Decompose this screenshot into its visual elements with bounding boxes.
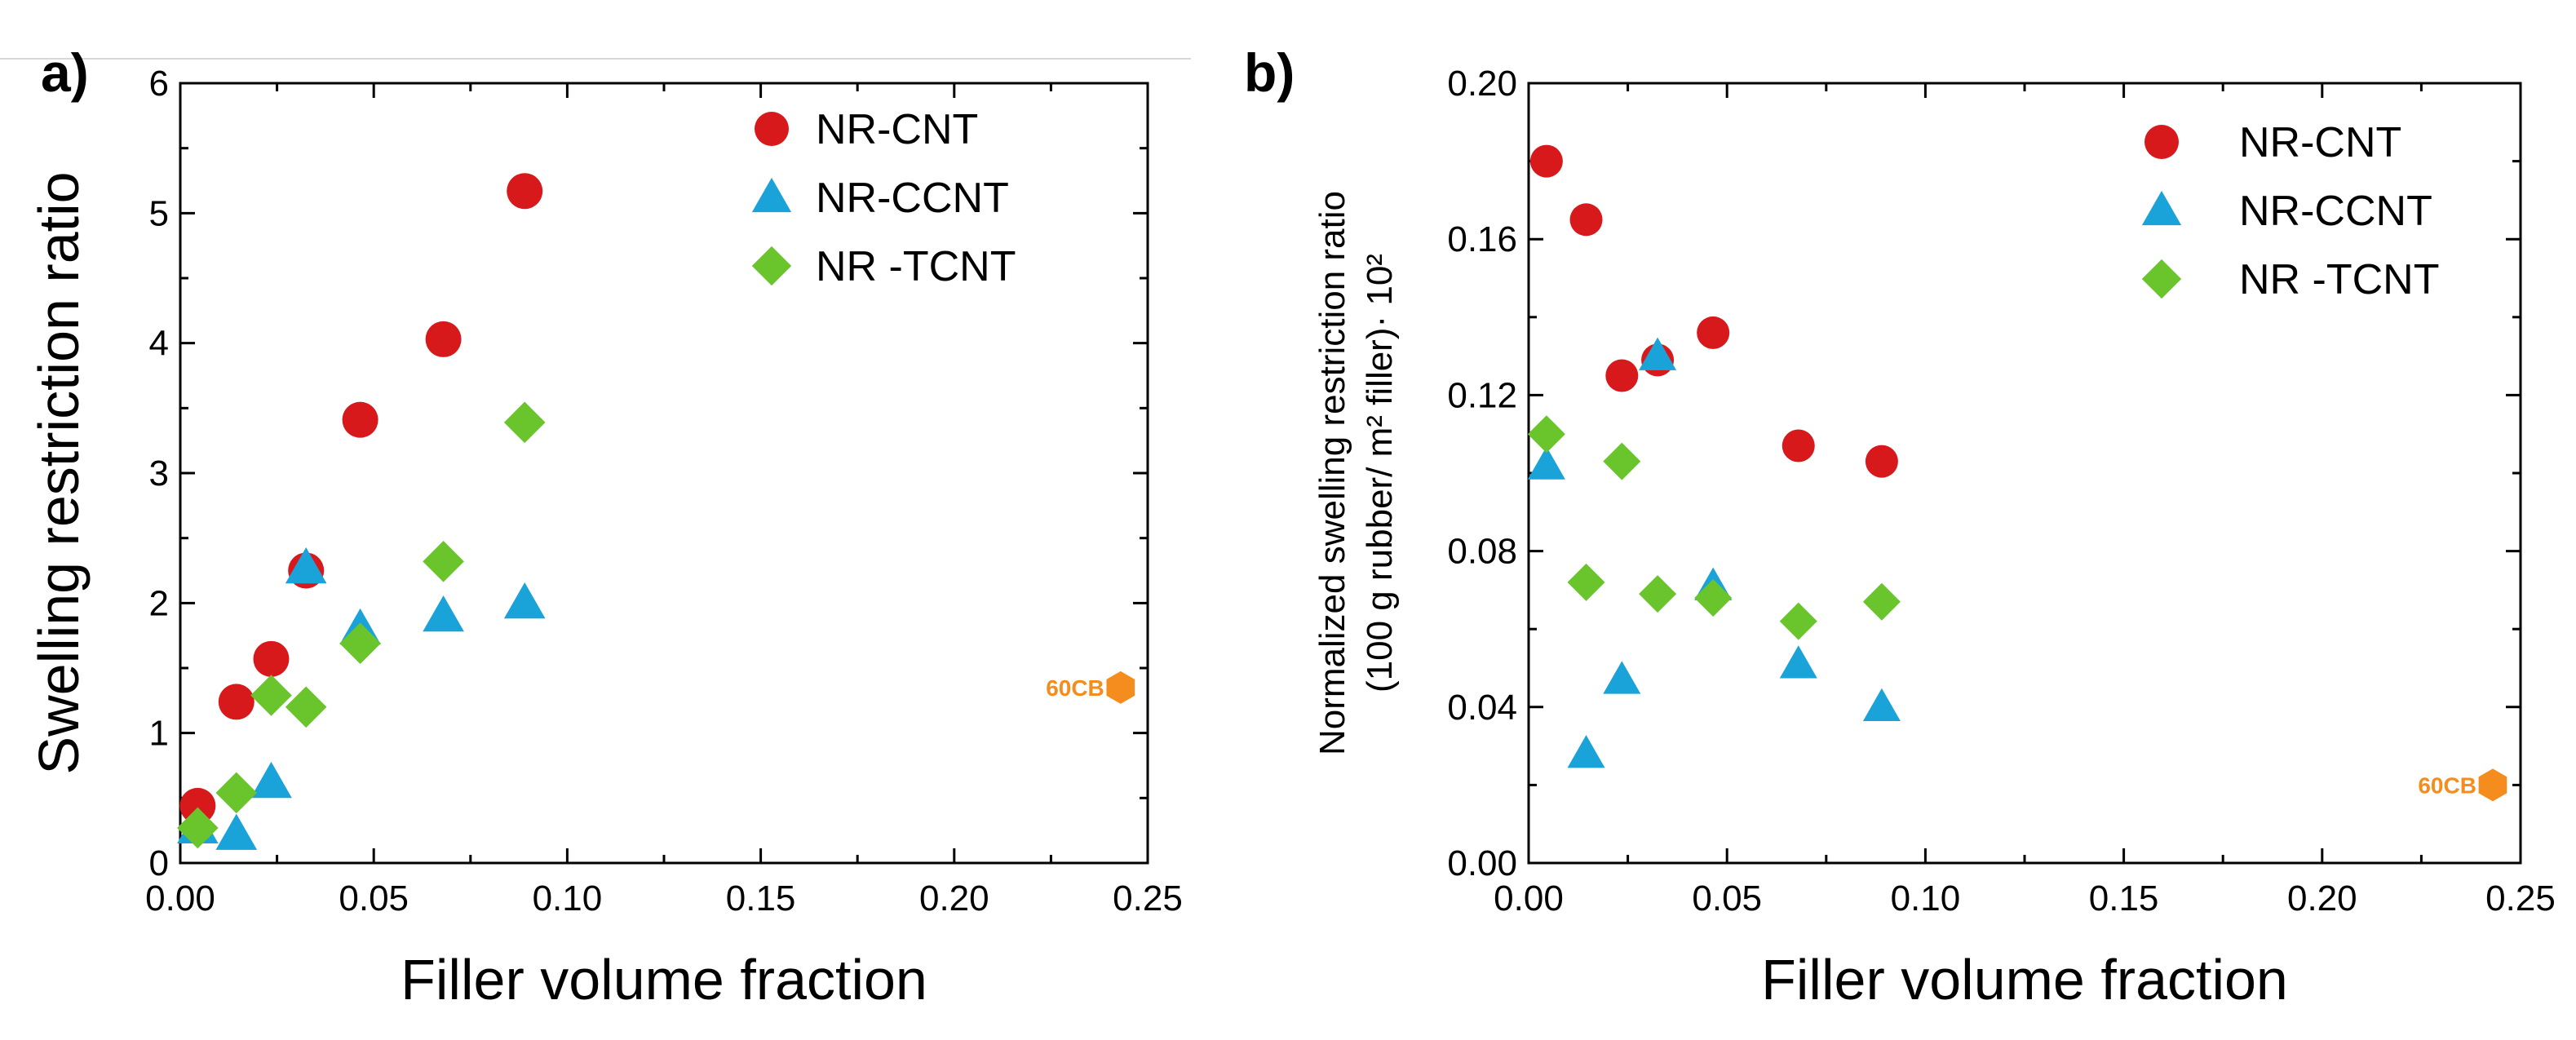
y-axis-title-units: (100 g rubber/ m² filler)· 10² (1360, 254, 1400, 693)
data-point (1779, 645, 1817, 679)
legend-marker (2141, 190, 2182, 226)
x-axis-title: Filler volume fraction (1761, 948, 2288, 1011)
data-point (1569, 203, 1603, 237)
x-tick-label: 0.20 (2287, 878, 2357, 918)
data-point (1567, 563, 1605, 601)
data-point (339, 622, 381, 665)
data-point (1527, 415, 1565, 454)
data-point (503, 401, 546, 444)
legend-label: NR-CNT (2239, 119, 2401, 166)
y-tick-label: 0.12 (1447, 375, 1517, 415)
y-tick-label: 0.08 (1447, 532, 1517, 572)
x-tick-label: 0.25 (1113, 878, 1183, 918)
data-point (1639, 575, 1677, 613)
y-tick-label: 0.20 (1447, 64, 1517, 104)
data-point (1865, 445, 1898, 478)
data-point (1862, 688, 1901, 722)
data-point (1782, 429, 1815, 462)
legend-label: NR -TCNT (2239, 256, 2440, 303)
y-tick-label: 4 (149, 324, 169, 364)
series-nr-tcnt (177, 401, 546, 849)
data-point (253, 640, 290, 677)
series-nr-tcnt (1527, 415, 1901, 640)
data-point (177, 807, 219, 849)
legend-marker (751, 246, 792, 286)
data-point (285, 686, 327, 728)
x-tick-label: 0.00 (1494, 878, 1564, 918)
x-tick-label: 0.25 (2485, 878, 2556, 918)
legend: NR-CNT NR-CCNT NR -TCNT (751, 106, 1016, 290)
x-tick-label: 0.15 (2089, 878, 2159, 918)
x-tick-label: 0.20 (919, 878, 989, 918)
y-tick-label: 2 (149, 583, 169, 623)
data-point (1605, 359, 1639, 392)
legend: NR-CNT NR-CCNT NR -TCNT (2141, 119, 2440, 303)
panel-b: b) 0.00 0.05 0.10 0.15 0.20 0.25 0.00 0.04 0.08 0.… (1244, 42, 2556, 1011)
x-tick-label: 0.15 (726, 878, 796, 918)
data-point (1862, 582, 1901, 621)
y-tick-label: 0.00 (1447, 843, 1517, 883)
x-tick-label: 0.10 (1891, 878, 1961, 918)
data-point (425, 321, 462, 357)
annotation-label: 60CB (2418, 772, 2476, 798)
data-point (423, 595, 464, 632)
data-point (250, 675, 292, 716)
legend-marker (2144, 125, 2179, 159)
data-point (215, 772, 258, 814)
data-point (1529, 144, 1563, 178)
annotation-marker (1106, 670, 1135, 704)
panel-label: b) (1244, 42, 1295, 103)
x-tick-label: 0.00 (145, 878, 215, 918)
y-tick-label: 6 (149, 64, 169, 104)
data-point (179, 787, 216, 824)
panel-label: a) (41, 42, 89, 103)
data-point (507, 173, 543, 210)
data-point (503, 582, 546, 619)
y-tick-label: 0 (149, 843, 169, 883)
annotation-marker (2478, 768, 2507, 802)
x-tick-label: 0.05 (1692, 878, 1762, 918)
legend-marker (755, 112, 789, 146)
y-tick-label: 3 (149, 454, 169, 493)
legend-label: NR-CCNT (2239, 188, 2432, 235)
panel-a: a) 0.00 0.05 0.10 0.15 0.20 0.25 0 1 2 3 4 5 6 Filler … (27, 42, 1183, 1011)
data-point (215, 813, 258, 850)
legend-label: NR -TCNT (816, 243, 1016, 290)
data-point (1603, 661, 1641, 694)
data-point (218, 684, 255, 720)
data-point (1567, 735, 1605, 768)
data-point (1603, 442, 1641, 480)
x-tick-label: 0.10 (533, 878, 603, 918)
x-axis-title: Filler volume fraction (401, 948, 927, 1011)
data-point (1779, 602, 1817, 640)
data-point (1527, 446, 1565, 480)
y-axis-title: Normalized swelling restriction ratio (1312, 191, 1352, 755)
legend-label: NR-CCNT (816, 175, 1009, 222)
y-tick-label: 1 (149, 714, 169, 754)
data-point (1639, 337, 1677, 370)
legend-marker (751, 177, 792, 213)
legend-marker (2141, 259, 2182, 299)
y-axis-title: Swelling restriction ratio (27, 171, 91, 774)
data-point (1697, 316, 1730, 349)
y-tick-label: 0.04 (1447, 688, 1517, 728)
data-point (1694, 578, 1733, 617)
annotation-label: 60CB (1046, 675, 1104, 701)
data-point (285, 547, 327, 584)
series-nr-ccnt (1527, 337, 1901, 768)
legend-label: NR-CNT (816, 106, 978, 153)
y-tick-label: 5 (149, 193, 169, 233)
data-point (423, 541, 464, 582)
y-tick-label: 0.16 (1447, 219, 1517, 259)
data-point (250, 761, 292, 799)
data-point (342, 401, 378, 438)
x-tick-label: 0.05 (339, 878, 409, 918)
series-nr-cnt (179, 173, 543, 824)
